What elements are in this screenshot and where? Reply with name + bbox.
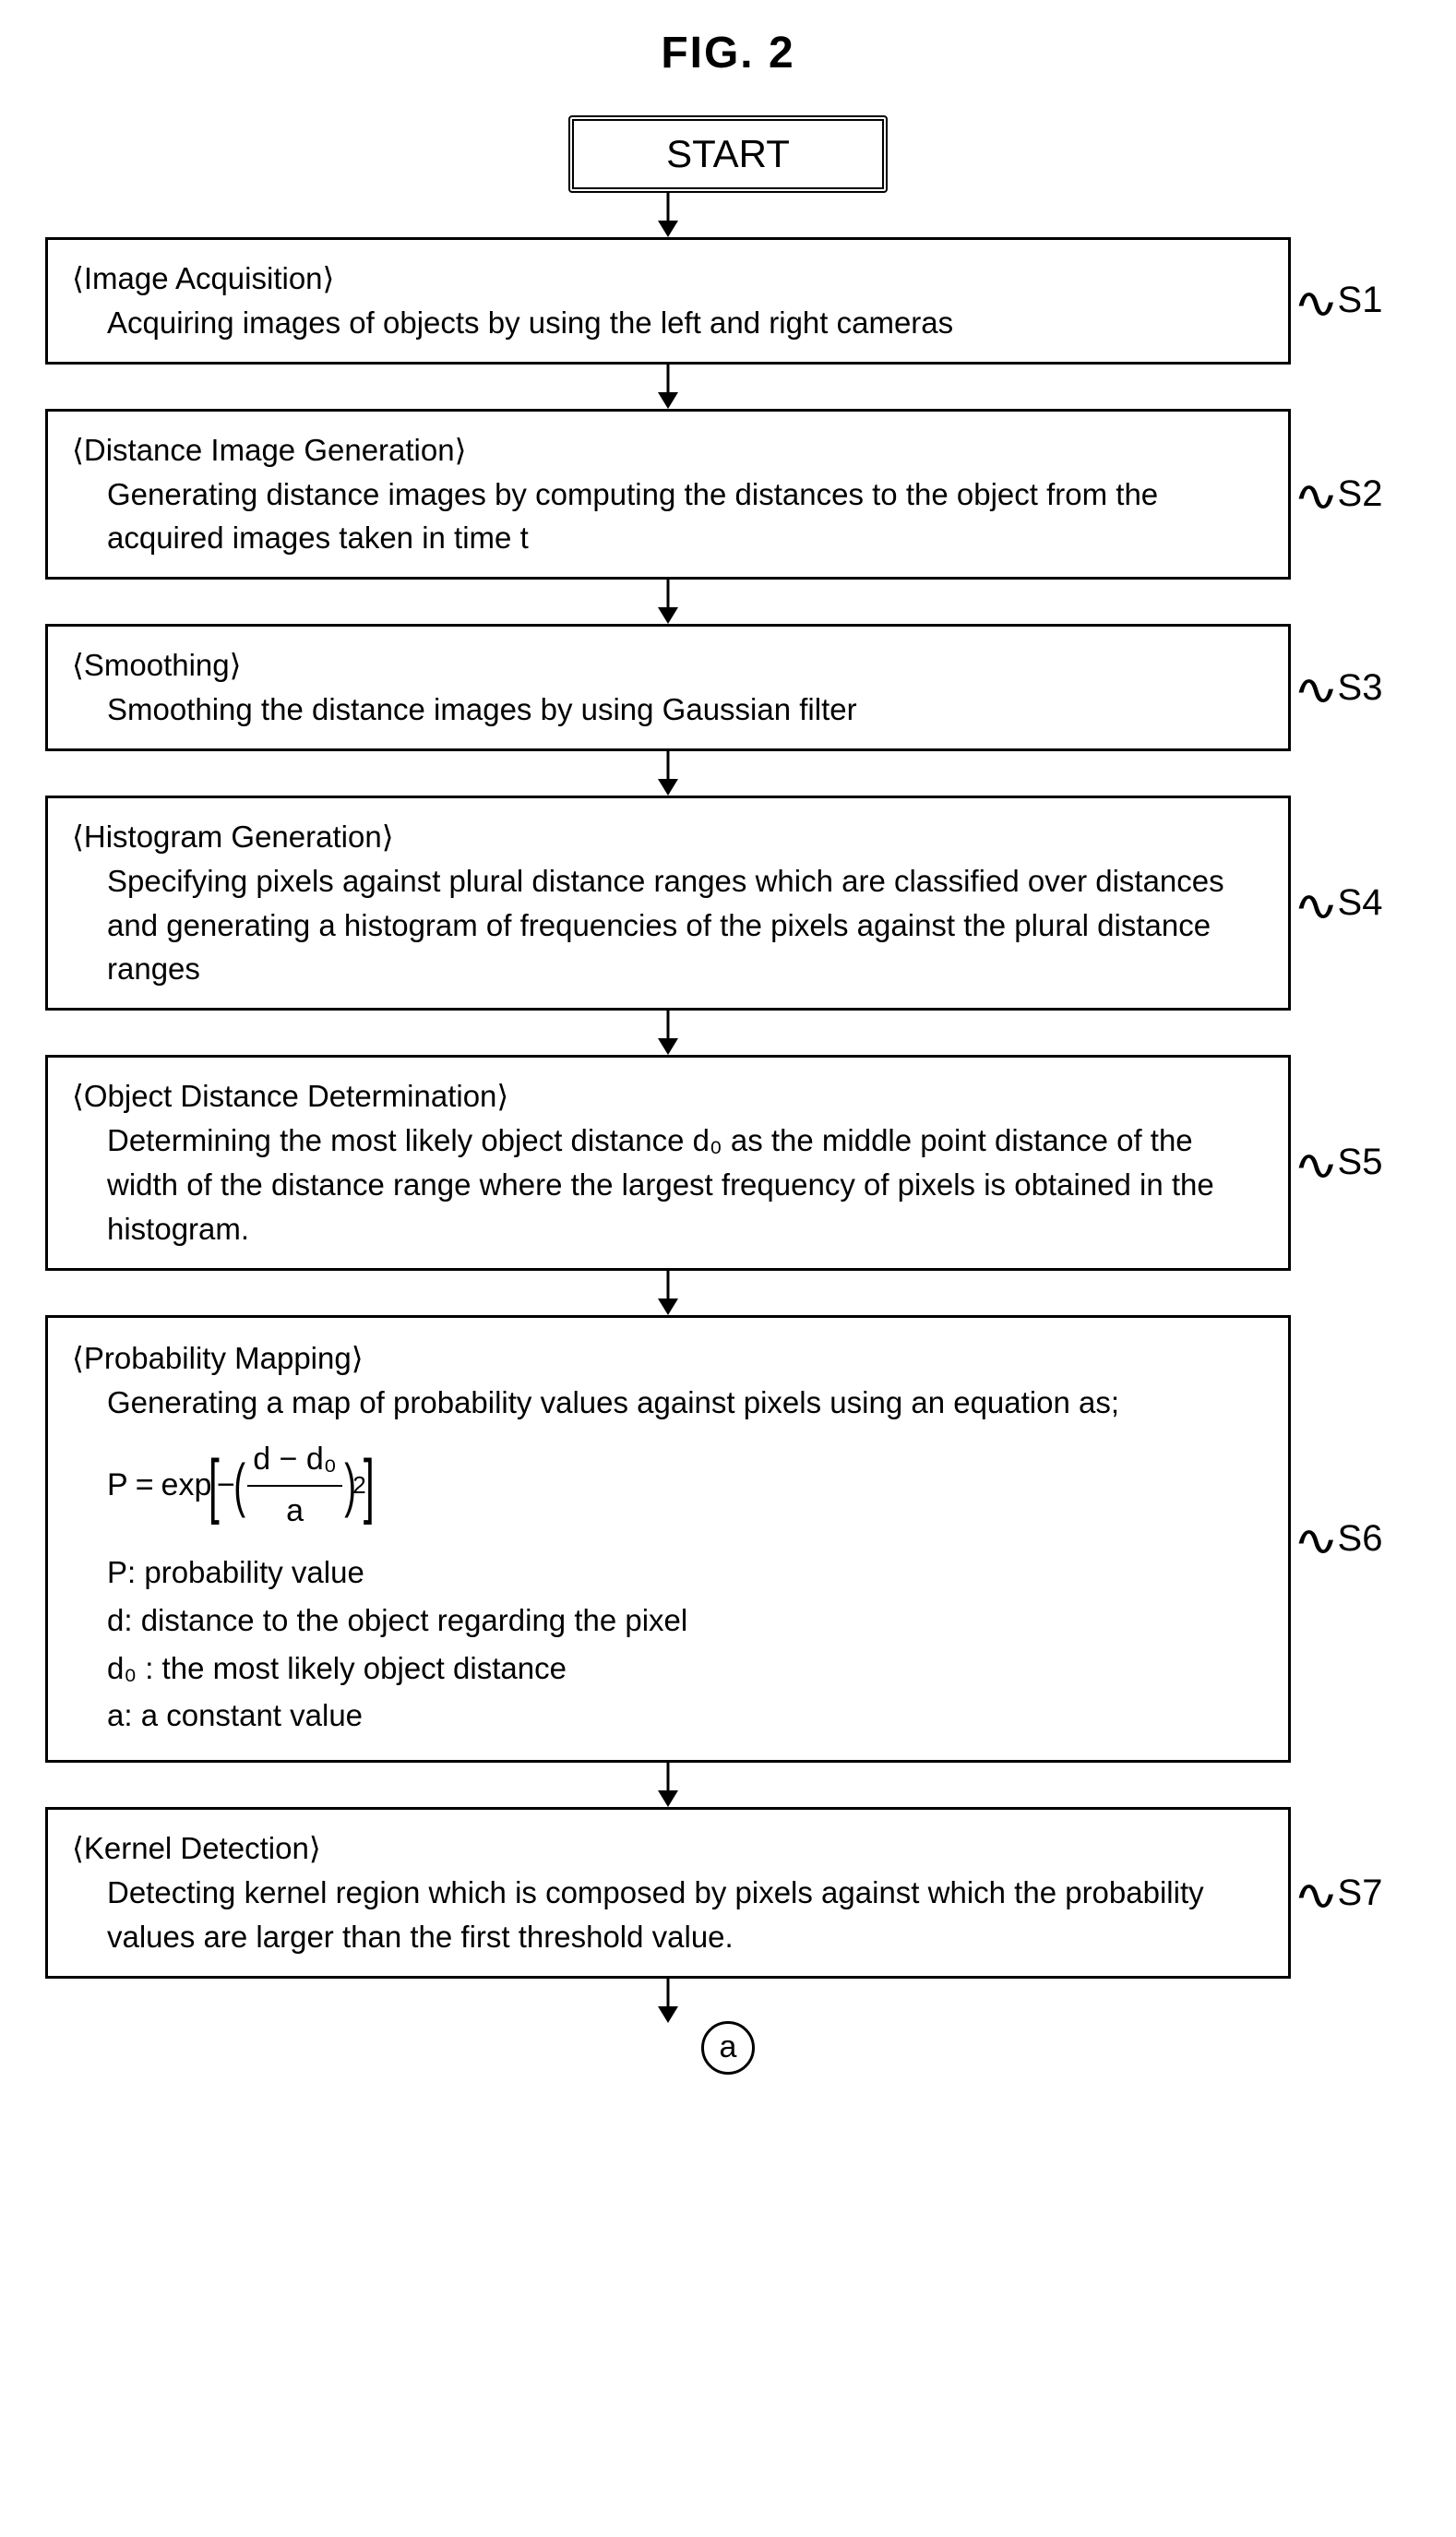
off-page-connector: a [701, 2021, 755, 2075]
def-line: P: probability value [107, 1550, 1264, 1595]
step-id: S3 [1338, 667, 1383, 709]
step-body: Specifying pixels against plural distanc… [72, 859, 1264, 992]
step-body: Smoothing the distance images by using G… [72, 688, 1264, 732]
step-body-lead: Generating a map of probability values a… [72, 1381, 1264, 1425]
minus-sign: − [217, 1463, 235, 1508]
step-s2-box: ⟨Distance Image Generation⟩ Generating d… [45, 409, 1291, 580]
step-s2-row: ⟨Distance Image Generation⟩ Generating d… [45, 409, 1411, 580]
step-title: ⟨Image Acquisition⟩ [72, 257, 1264, 301]
step-s6-row: ⟨Probability Mapping⟩ Generating a map o… [45, 1315, 1411, 1764]
step-label: ∿S1 [1291, 276, 1411, 326]
step-id: S5 [1338, 1142, 1383, 1183]
right-bracket: ] [364, 1456, 375, 1514]
arrow [45, 751, 1411, 796]
step-s5-row: ⟨Object Distance Determination⟩ Determin… [45, 1055, 1411, 1270]
left-paren: ( [233, 1462, 245, 1509]
arrow [45, 580, 1411, 624]
denominator: a [280, 1487, 309, 1534]
step-s3-box: ⟨Smoothing⟩ Smoothing the distance image… [45, 624, 1291, 751]
arrow [45, 1271, 1411, 1315]
step-id: S2 [1338, 473, 1383, 515]
step-s7-row: ⟨Kernel Detection⟩ Detecting kernel regi… [45, 1807, 1411, 1979]
arrow [45, 1763, 1411, 1807]
step-s7-box: ⟨Kernel Detection⟩ Detecting kernel regi… [45, 1807, 1291, 1979]
arrow [45, 193, 1411, 237]
step-title: ⟨Smoothing⟩ [72, 643, 1264, 688]
right-paren: ) [344, 1462, 356, 1509]
step-id: S6 [1338, 1518, 1383, 1560]
flowchart-container: START ⟨Image Acquisition⟩ Acquiring imag… [45, 115, 1411, 2075]
step-s4-row: ⟨Histogram Generation⟩ Specifying pixels… [45, 796, 1411, 1011]
step-label: ∿S4 [1291, 879, 1411, 928]
formula-p: P [107, 1463, 128, 1508]
step-body: Acquiring images of objects by using the… [72, 301, 1264, 345]
step-title: ⟨Kernel Detection⟩ [72, 1826, 1264, 1871]
step-s1-box: ⟨Image Acquisition⟩ Acquiring images of … [45, 237, 1291, 365]
start-terminal: START [568, 115, 888, 193]
step-title: ⟨Probability Mapping⟩ [72, 1336, 1264, 1381]
numerator: d − d₀ [247, 1437, 342, 1486]
def-line: d₀ : the most likely object distance [107, 1646, 1264, 1691]
step-title: ⟨Histogram Generation⟩ [72, 815, 1264, 859]
step-body: Generating distance images by computing … [72, 473, 1264, 561]
step-body: Determining the most likely object dista… [72, 1119, 1264, 1251]
step-title: ⟨Distance Image Generation⟩ [72, 428, 1264, 473]
step-s4-box: ⟨Histogram Generation⟩ Specifying pixels… [45, 796, 1291, 1011]
arrow [45, 365, 1411, 409]
step-body: Detecting kernel region which is compose… [72, 1871, 1264, 1959]
step-id: S1 [1338, 280, 1383, 321]
step-label: ∿S5 [1291, 1138, 1411, 1188]
fraction: d − d₀ a [247, 1437, 342, 1534]
definitions: P: probability value d: distance to the … [107, 1550, 1264, 1738]
step-label: ∿S7 [1291, 1868, 1411, 1918]
step-s1-row: ⟨Image Acquisition⟩ Acquiring images of … [45, 237, 1411, 365]
arrow [45, 1979, 1411, 2023]
step-s3-row: ⟨Smoothing⟩ Smoothing the distance image… [45, 624, 1411, 751]
step-s6-box: ⟨Probability Mapping⟩ Generating a map o… [45, 1315, 1291, 1764]
def-line: d: distance to the object regarding the … [107, 1598, 1264, 1643]
step-label: ∿S3 [1291, 663, 1411, 712]
def-line: a: a constant value [107, 1693, 1264, 1738]
step-s5-box: ⟨Object Distance Determination⟩ Determin… [45, 1055, 1291, 1270]
formula: P = exp [ − ( d − d₀ a ) 2 ] [107, 1437, 1264, 1534]
equals-sign: = [136, 1463, 154, 1508]
arrow [45, 1011, 1411, 1055]
step-title: ⟨Object Distance Determination⟩ [72, 1074, 1264, 1119]
step-id: S7 [1338, 1873, 1383, 1914]
step-label: ∿S6 [1291, 1514, 1411, 1563]
left-bracket: [ [209, 1456, 220, 1514]
formula-exp: exp [161, 1463, 212, 1508]
step-id: S4 [1338, 882, 1383, 924]
step-label: ∿S2 [1291, 469, 1411, 519]
figure-title: FIG. 2 [37, 28, 1419, 78]
